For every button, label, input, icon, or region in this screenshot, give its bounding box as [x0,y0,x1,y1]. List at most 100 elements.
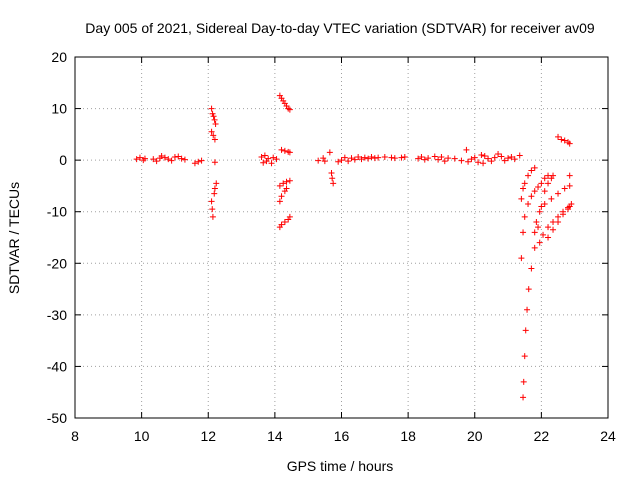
data-point-marker [558,136,565,143]
data-point-marker [525,172,532,179]
data-point-marker [566,140,573,147]
data-point-marker [535,183,542,190]
data-point-marker [273,156,280,163]
data-point-marker [281,147,288,154]
data-point-marker [471,154,478,161]
data-point-marker [498,153,505,160]
data-point-marker [528,265,535,272]
data-point-marker [531,229,538,236]
data-point-marker [480,160,487,167]
data-point-marker [260,159,267,166]
data-point-marker [521,213,528,220]
data-point-marker [445,155,452,162]
data-point-marker [561,185,568,192]
data-point-marker [171,154,178,161]
x-tick-label: 14 [267,428,283,444]
data-point-marker [133,156,140,163]
data-point-marker [265,155,272,162]
data-point-marker [505,155,512,162]
data-point-marker [475,159,482,166]
data-point-marker [261,152,268,159]
data-point-marker [345,158,352,165]
data-point-marker [555,213,562,220]
data-point-marker [165,156,172,163]
data-point-marker [495,150,502,157]
data-point-marker [545,234,552,241]
data-point-marker [181,156,188,163]
data-point-marker [258,154,265,161]
data-point-marker [550,226,557,233]
data-point-marker [555,133,562,140]
data-point-marker [270,154,277,161]
data-point-marker [158,153,165,160]
axis-ticks [74,56,609,419]
data-point-marker [210,113,217,120]
y-tick-label: -40 [47,358,67,374]
series-group [518,133,575,401]
data-point-marker [211,116,218,123]
data-point-marker [328,170,335,177]
data-point-marker [511,156,518,163]
data-point-marker [531,244,538,251]
data-point-marker [283,178,290,185]
data-point-marker [525,286,532,293]
data-point-marker [315,157,322,164]
data-point-marker [198,157,205,164]
data-points [133,92,575,401]
y-tick-label: 10 [51,101,67,117]
data-point-marker [175,153,182,160]
y-tick-label: -30 [47,307,67,323]
data-point-marker [561,137,568,144]
data-point-marker [435,156,442,163]
data-point-marker [518,195,525,202]
data-point-marker [520,185,527,192]
data-point-marker [268,160,275,167]
data-point-marker [278,146,285,153]
tick-labels: 8 10 12 14 16 18 20 22 24 -50 -40 -30 -20 -10 0 10 20 [47,49,616,444]
data-point-marker [286,177,293,184]
y-tick-label: -10 [47,204,67,220]
data-point-marker [566,182,573,189]
chart-title: Day 005 of 2021, Sidereal Day-to-day VTE… [85,20,595,36]
data-point-marker [178,155,185,162]
data-point-marker [286,213,293,220]
data-point-marker [208,198,215,205]
data-point-marker [281,219,288,226]
data-point-marker [516,152,523,159]
data-point-marker [278,193,285,200]
data-point-marker [425,155,432,162]
data-point-marker [521,353,528,360]
data-point-marker [518,255,525,262]
x-tick-label: 10 [134,428,150,444]
x-tick-label: 24 [600,428,616,444]
x-tick-label: 16 [334,428,350,444]
data-point-marker [541,200,548,207]
data-point-marker [538,180,545,187]
data-point-marker [211,185,218,192]
data-point-marker [508,154,515,161]
data-point-marker [365,155,372,162]
data-point-marker [441,158,448,165]
data-point-marker [209,206,216,213]
data-point-marker [276,182,283,189]
data-point-marker [421,156,428,163]
data-point-marker [150,156,157,163]
data-point-marker [528,193,535,200]
data-point-marker [351,156,358,163]
data-point-marker [375,154,382,161]
data-point-marker [321,158,328,165]
data-point-marker [520,378,527,385]
y-tick-label: 20 [51,49,67,65]
data-point-marker [141,155,148,162]
data-point-marker [209,213,216,220]
data-point-marker [555,219,562,226]
data-point-marker [361,154,368,161]
data-point-marker [371,155,378,162]
data-point-marker [213,180,220,187]
data-point-marker [545,180,552,187]
series-group [208,105,220,220]
x-tick-label: 18 [400,428,416,444]
data-point-marker [191,160,198,167]
data-point-marker [545,172,552,179]
